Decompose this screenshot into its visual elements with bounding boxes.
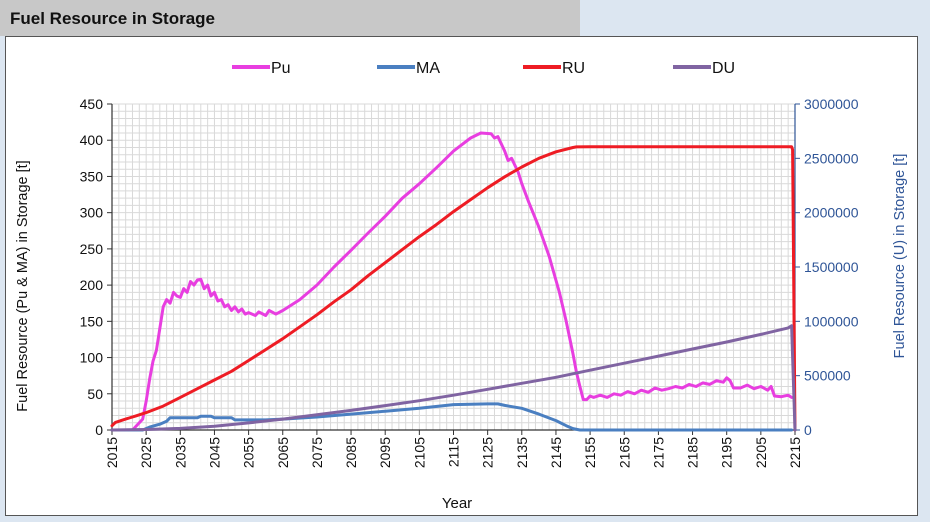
x-tick-label: 2155 bbox=[582, 437, 598, 468]
series-line-ru bbox=[110, 145, 797, 432]
y2-tick-label: 2500000 bbox=[804, 150, 859, 166]
x-tick-label: 2065 bbox=[275, 437, 291, 468]
x-tick-label: 2055 bbox=[241, 437, 257, 468]
page-title: Fuel Resource in Storage bbox=[10, 9, 215, 28]
y2-tick-label: 0 bbox=[804, 422, 812, 438]
y-tick-label: 250 bbox=[80, 241, 104, 257]
x-tick-label: 2085 bbox=[343, 437, 359, 468]
legend-label-ru: RU bbox=[562, 60, 585, 77]
x-tick-label: 2175 bbox=[650, 437, 666, 468]
series-line-pu bbox=[110, 131, 794, 432]
y2-tick-label: 3000000 bbox=[804, 96, 859, 112]
x-tick-label: 2105 bbox=[411, 437, 427, 468]
x-tick-label: 2035 bbox=[172, 437, 188, 468]
header-bar: Fuel Resource in Storage bbox=[0, 0, 580, 36]
x-axis-label: Year bbox=[442, 495, 472, 512]
y2-tick-label: 2000000 bbox=[804, 205, 859, 221]
legend-label-pu: Pu bbox=[271, 60, 291, 77]
y2-tick-label: 500000 bbox=[804, 368, 851, 384]
y2-tick-label: 1000000 bbox=[804, 313, 859, 329]
y-axis-label: Fuel Resource (Pu & MA) in Storage [t] bbox=[15, 160, 31, 411]
y-tick-label: 300 bbox=[80, 205, 104, 221]
series-lines bbox=[110, 131, 797, 432]
x-tick-label: 2025 bbox=[138, 437, 154, 468]
x-tick-label: 2125 bbox=[480, 437, 496, 468]
chart-panel bbox=[5, 36, 918, 516]
legend-label-du: DU bbox=[712, 60, 735, 77]
x-tick-label: 2075 bbox=[309, 437, 325, 468]
x-tick-label: 2095 bbox=[377, 437, 393, 468]
legend-label-ma: MA bbox=[416, 60, 440, 77]
y2-tick-label: 1500000 bbox=[804, 259, 859, 275]
y-tick-label: 150 bbox=[80, 313, 104, 329]
y-tick-label: 100 bbox=[80, 350, 104, 366]
x-tick-label: 2205 bbox=[753, 437, 769, 468]
legend: Pu MA RU DU bbox=[232, 60, 735, 77]
y-tick-label: 50 bbox=[87, 386, 103, 402]
x-tick-label: 2215 bbox=[787, 437, 803, 468]
y-tick-label: 350 bbox=[80, 168, 104, 184]
y2-axis-label: Fuel Resource (U) in Storage [t] bbox=[892, 154, 908, 359]
y-tick-label: 0 bbox=[95, 422, 103, 438]
grid bbox=[111, 103, 796, 431]
x-tick-label: 2145 bbox=[548, 437, 564, 468]
x-tick-label: 2015 bbox=[104, 437, 120, 468]
series-line-du bbox=[110, 324, 797, 432]
y-tick-label: 400 bbox=[80, 132, 104, 148]
x-tick-label: 2185 bbox=[685, 437, 701, 468]
x-tick-label: 2135 bbox=[514, 437, 530, 468]
x-tick-label: 2195 bbox=[719, 437, 735, 468]
x-tick-label: 2115 bbox=[446, 437, 462, 467]
y-tick-label: 200 bbox=[80, 277, 104, 293]
axes: 0 50 100 150 200 250 300 350 400 450 0 500000 100000… bbox=[80, 96, 859, 468]
y-tick-label: 450 bbox=[80, 96, 104, 112]
series-line-ma bbox=[110, 402, 794, 432]
x-tick-label: 2045 bbox=[206, 437, 222, 468]
x-tick-label: 2165 bbox=[616, 437, 632, 468]
